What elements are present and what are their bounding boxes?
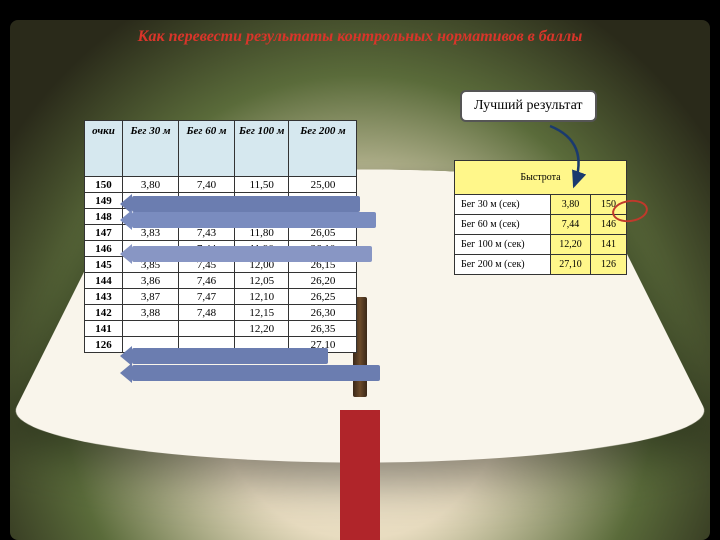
- table-row: 1443,867,4612,0526,20: [85, 273, 357, 289]
- row-highlight-arrow-icon: [132, 196, 360, 212]
- table-cell: 7,48: [179, 305, 235, 321]
- col-points: очки: [85, 121, 123, 177]
- row-highlight-arrow-icon: [132, 212, 376, 228]
- result-value: 3,80: [551, 195, 591, 215]
- table-cell: 12,10: [235, 289, 289, 305]
- col-run100: Бег 100 м: [235, 121, 289, 177]
- table-cell: 26,30: [289, 305, 357, 321]
- table-cell: 148: [85, 209, 123, 225]
- table-cell: 25,00: [289, 177, 357, 193]
- row-highlight-arrow-icon: [132, 365, 380, 381]
- table-row: Бег 60 м (сек)7,44146: [455, 215, 627, 235]
- table-cell: 7,40: [179, 177, 235, 193]
- table-cell: 7,47: [179, 289, 235, 305]
- best-result-callout: Лучший результат: [460, 90, 597, 122]
- col-run200: Бег 200 м: [289, 121, 357, 177]
- table-cell: 26,25: [289, 289, 357, 305]
- table-cell: 12,15: [235, 305, 289, 321]
- table-cell: 3,86: [123, 273, 179, 289]
- result-label: Бег 100 м (сек): [455, 235, 551, 255]
- table-cell: 144: [85, 273, 123, 289]
- result-label: Бег 60 м (сек): [455, 215, 551, 235]
- result-points: 146: [591, 215, 627, 235]
- table-cell: 3,80: [123, 177, 179, 193]
- table-cell: 150: [85, 177, 123, 193]
- callout-arrow-icon: [530, 122, 600, 192]
- row-highlight-arrow-icon: [132, 246, 372, 262]
- table-cell: 147: [85, 225, 123, 241]
- table-cell: 141: [85, 321, 123, 337]
- result-label: Бег 30 м (сек): [455, 195, 551, 215]
- scores-table: очки Бег 30 м Бег 60 м Бег 100 м Бег 200…: [84, 120, 357, 353]
- table-row: 1423,887,4812,1526,30: [85, 305, 357, 321]
- table-cell: [179, 321, 235, 337]
- result-value: 27,10: [551, 255, 591, 275]
- book-ribbon: [340, 410, 380, 540]
- col-run60: Бег 60 м: [179, 121, 235, 177]
- col-run30: Бег 30 м: [123, 121, 179, 177]
- table-cell: 26,35: [289, 321, 357, 337]
- table-cell: 3,88: [123, 305, 179, 321]
- table-row: Бег 200 м (сек)27,10126: [455, 255, 627, 275]
- table-row: 141 12,2026,35: [85, 321, 357, 337]
- result-value: 12,20: [551, 235, 591, 255]
- table-cell: 142: [85, 305, 123, 321]
- table-row: 1433,877,4712,1026,25: [85, 289, 357, 305]
- result-label: Бег 200 м (сек): [455, 255, 551, 275]
- table-cell: 7,46: [179, 273, 235, 289]
- result-points: 150: [591, 195, 627, 215]
- table-cell: 11,50: [235, 177, 289, 193]
- page-title: Как перевести результаты контрольных нор…: [0, 28, 720, 46]
- table-cell: [123, 321, 179, 337]
- table-cell: 149: [85, 193, 123, 209]
- row-highlight-arrow-icon: [132, 348, 328, 364]
- result-value: 7,44: [551, 215, 591, 235]
- table-row: Бег 30 м (сек)3,80150: [455, 195, 627, 215]
- result-points: 141: [591, 235, 627, 255]
- table-cell: 3,87: [123, 289, 179, 305]
- scores-table-header-row: очки Бег 30 м Бег 60 м Бег 100 м Бег 200…: [85, 121, 357, 177]
- table-cell: 126: [85, 337, 123, 353]
- table-cell: 143: [85, 289, 123, 305]
- table-row: Бег 100 м (сек)12,20141: [455, 235, 627, 255]
- table-cell: 145: [85, 257, 123, 273]
- table-cell: 146: [85, 241, 123, 257]
- table-cell: 12,20: [235, 321, 289, 337]
- table-cell: 12,05: [235, 273, 289, 289]
- result-points: 126: [591, 255, 627, 275]
- table-row: 1503,807,4011,5025,00: [85, 177, 357, 193]
- table-cell: 26,20: [289, 273, 357, 289]
